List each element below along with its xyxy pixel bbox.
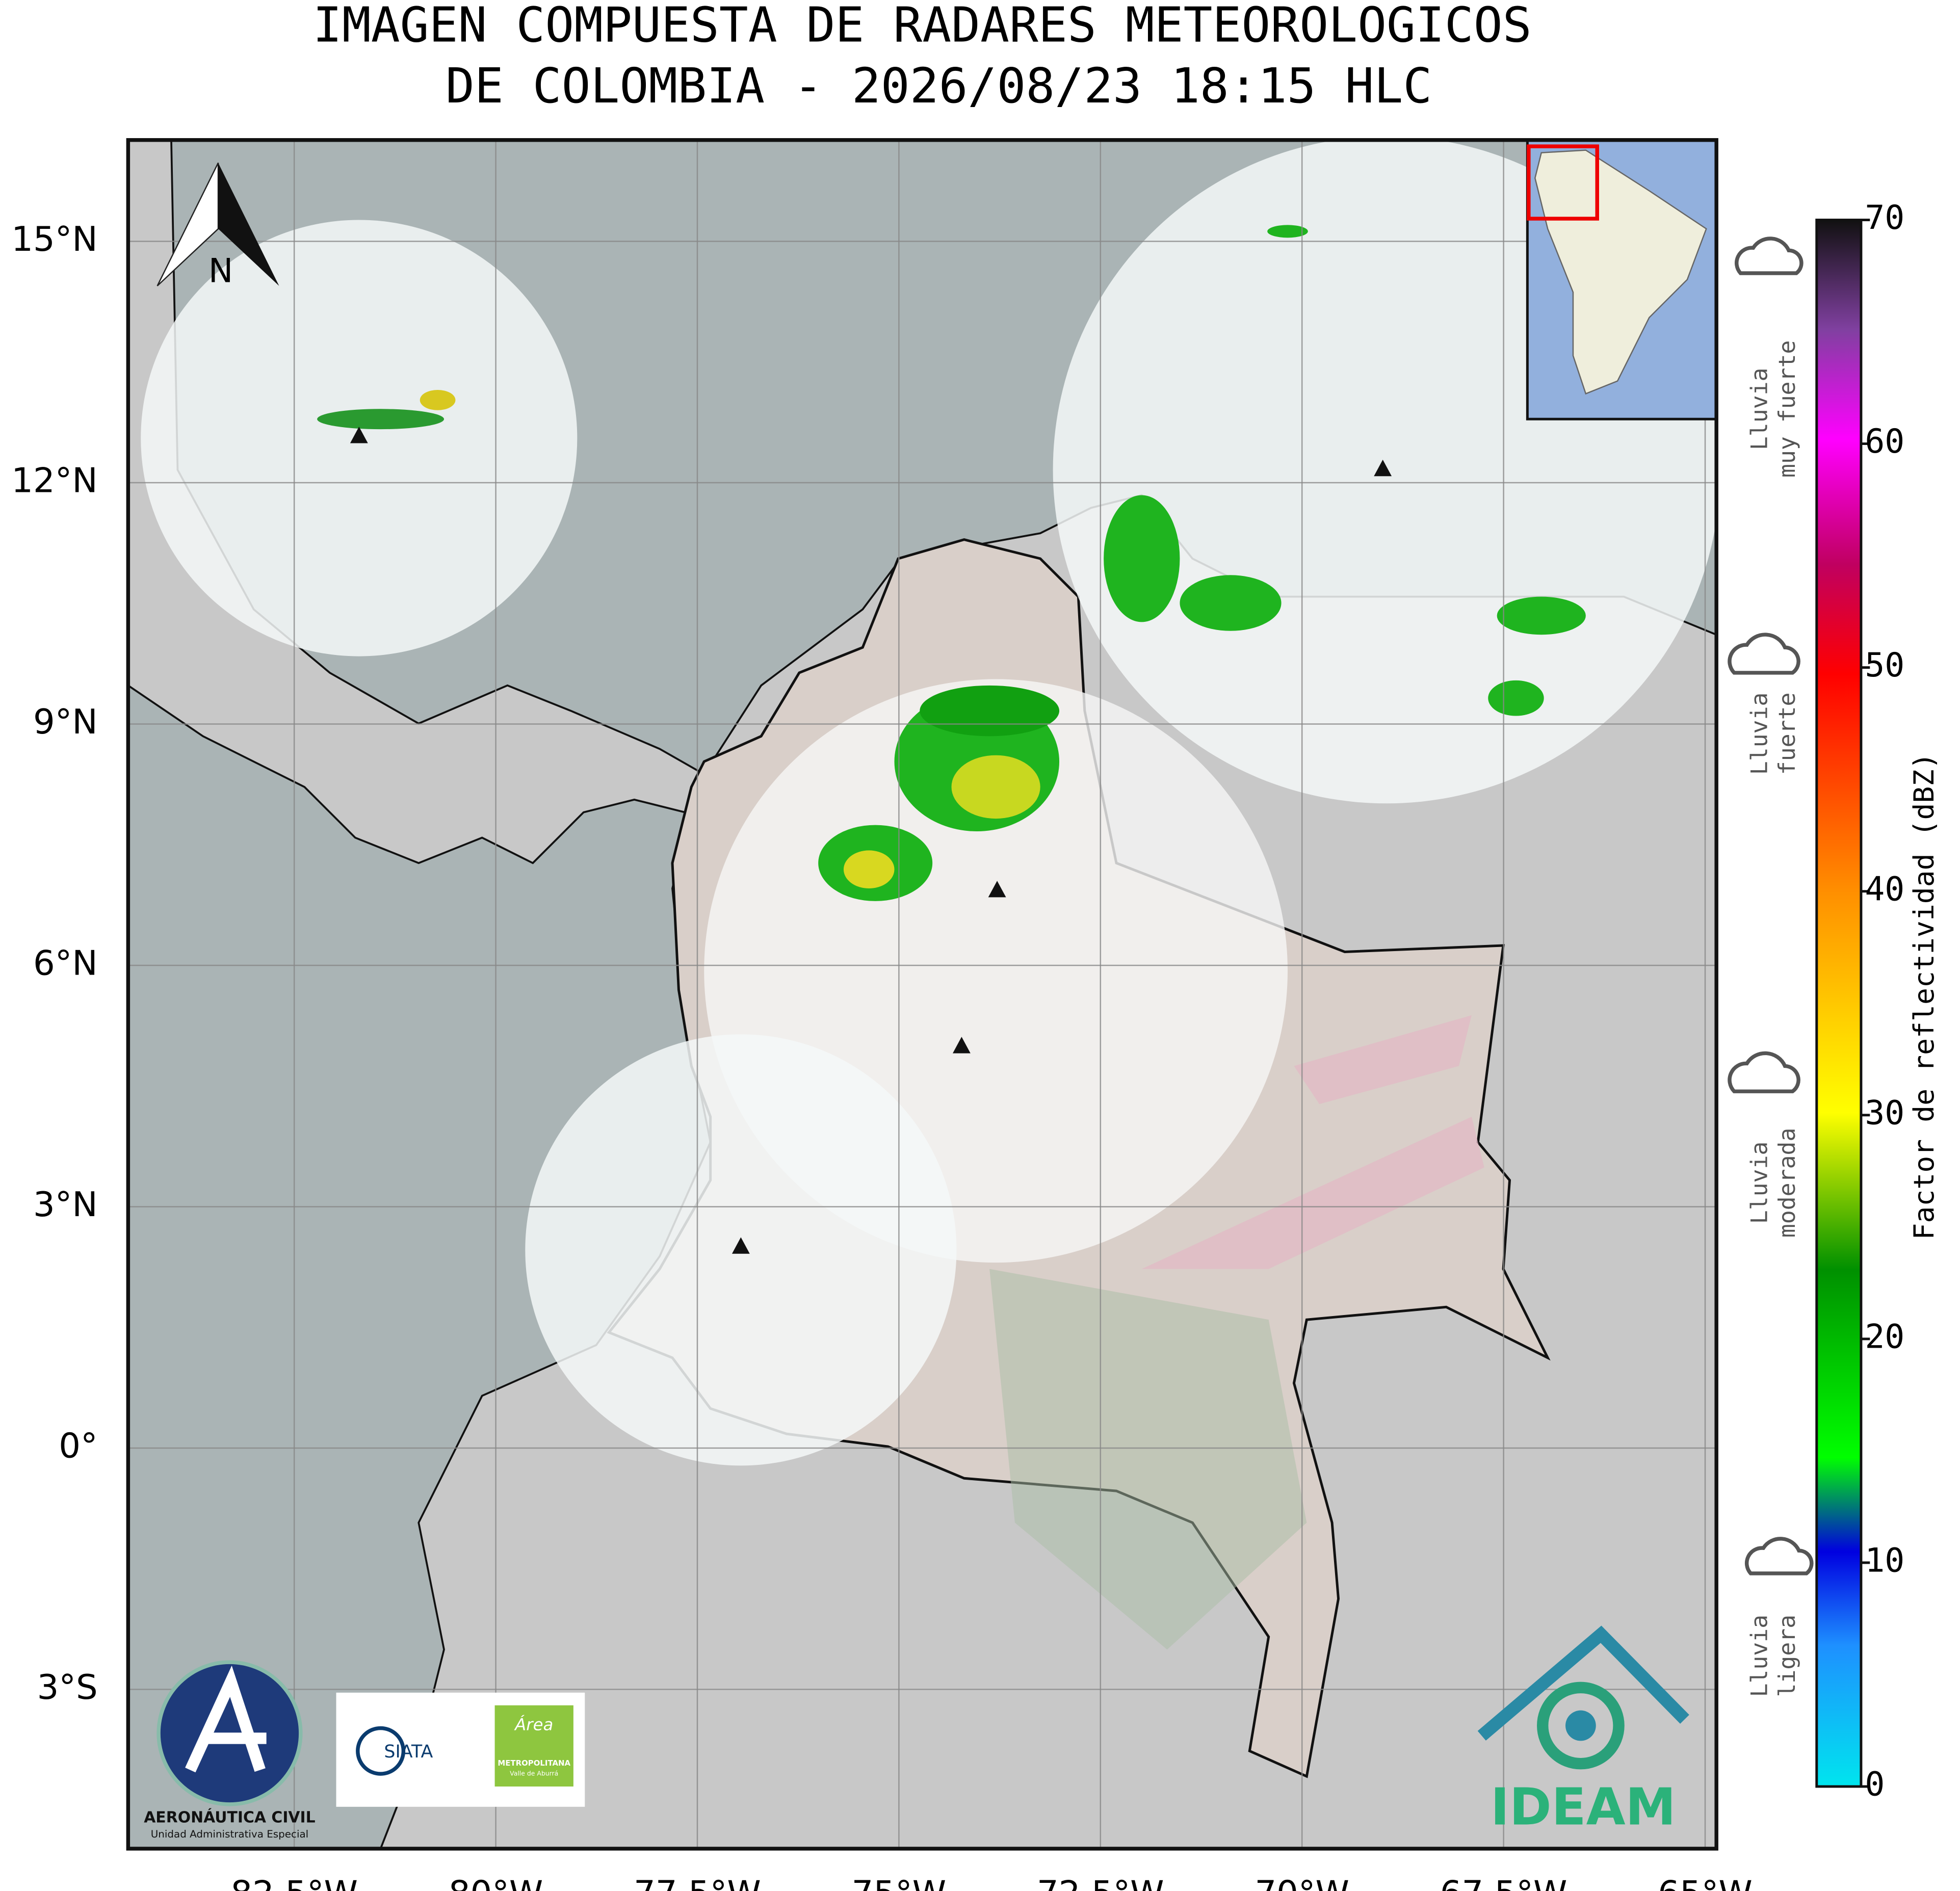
radar-sites bbox=[350, 427, 1392, 1254]
y-tick-label: 15°N bbox=[11, 219, 97, 259]
intensity-label: Lluvia bbox=[1745, 367, 1772, 450]
y-tick-label: 0° bbox=[59, 1426, 97, 1466]
weather-icons bbox=[1728, 237, 1814, 1575]
y-tick-label: 3°S bbox=[37, 1667, 98, 1707]
y-tick-label: 3°N bbox=[33, 1185, 98, 1224]
park-shading bbox=[989, 1269, 1307, 1650]
intensity-label: Lluvia bbox=[1745, 693, 1772, 775]
y-tick-label: 6°N bbox=[33, 943, 98, 983]
logo-text: Valle de Aburrá bbox=[510, 1770, 558, 1777]
colorbar-tick-label: 50 bbox=[1865, 646, 1904, 685]
intensity-label: ligera bbox=[1773, 1615, 1800, 1697]
intensity-label: Lluvia bbox=[1745, 1615, 1772, 1697]
logo-text: IDEAM bbox=[1491, 1778, 1676, 1837]
inset-map bbox=[1526, 140, 1717, 421]
intensity-label: muy fuerte bbox=[1773, 340, 1800, 478]
colorbar-label: Factor de reflectividad (dBZ) bbox=[1907, 753, 1940, 1240]
grid bbox=[128, 140, 1717, 1849]
colorbar-tick-label: 40 bbox=[1865, 870, 1904, 908]
region-shading bbox=[1141, 1015, 1484, 1269]
colorbar-tick-label: 30 bbox=[1865, 1094, 1904, 1132]
x-tick-label: 75°W bbox=[852, 1874, 947, 1891]
colorbar-tick-label: 0 bbox=[1865, 1766, 1885, 1804]
logo-text: AERONÁUTICA CIVIL bbox=[144, 1808, 315, 1827]
logo-text: METROPOLITANA bbox=[498, 1758, 570, 1768]
colorbar-tick-label: 10 bbox=[1865, 1541, 1904, 1580]
title-line: DE COLOMBIA - 2026/08/23 18:15 HLC bbox=[446, 58, 1432, 114]
colorbar-ticks: 0 10 20 30 40 50 60 70 bbox=[1861, 199, 1904, 1804]
logo-text: SIATA bbox=[384, 1742, 433, 1762]
x-tick-label: 67.5°W bbox=[1440, 1874, 1567, 1891]
north-label: N bbox=[208, 252, 233, 291]
intensity-label: fuerte bbox=[1773, 693, 1800, 775]
colorbar-tick-label: 70 bbox=[1865, 199, 1904, 237]
logo-ideam: IDEAM bbox=[1477, 1625, 1689, 1837]
title-line: IMAGEN COMPUESTA DE RADARES METEOROLOGIC… bbox=[313, 0, 1532, 54]
colorbar-tick-label: 20 bbox=[1865, 1318, 1904, 1356]
y-tick-label: 12°N bbox=[11, 461, 97, 501]
axes: 82.5°W 80°W 77.5°W 75°W 72.5°W 70°W 67.5°W 65°W… bbox=[11, 219, 1753, 1891]
colorbar-tick-label: 60 bbox=[1865, 423, 1904, 461]
intensity-label: moderada bbox=[1773, 1128, 1800, 1238]
x-tick-label: 80°W bbox=[449, 1874, 543, 1891]
x-tick-label: 70°W bbox=[1255, 1874, 1349, 1891]
x-tick-label: 82.5°W bbox=[230, 1874, 358, 1891]
rain-echoes bbox=[317, 225, 1586, 901]
map-frame bbox=[126, 138, 1718, 1851]
colorbar bbox=[1815, 218, 1863, 1788]
x-tick-label: 72.5°W bbox=[1037, 1874, 1164, 1891]
logo-siata-area: SIATA Área METROPOLITANA Valle de Aburrá bbox=[336, 1692, 585, 1807]
x-tick-label: 77.5°W bbox=[634, 1874, 761, 1891]
y-tick-label: 9°N bbox=[33, 702, 98, 742]
logo-aerocivil: AERONÁUTICA CIVIL Unidad Administrativa … bbox=[144, 1660, 316, 1840]
x-tick-label: 65°W bbox=[1658, 1874, 1753, 1891]
logo-text: Área bbox=[514, 1715, 553, 1735]
logo-text: Unidad Administrativa Especial bbox=[151, 1828, 308, 1840]
intensity-label: Lluvia bbox=[1745, 1141, 1772, 1224]
map: N AERONÁUTICA CIVIL Unidad Administrativ… bbox=[128, 140, 1717, 1849]
